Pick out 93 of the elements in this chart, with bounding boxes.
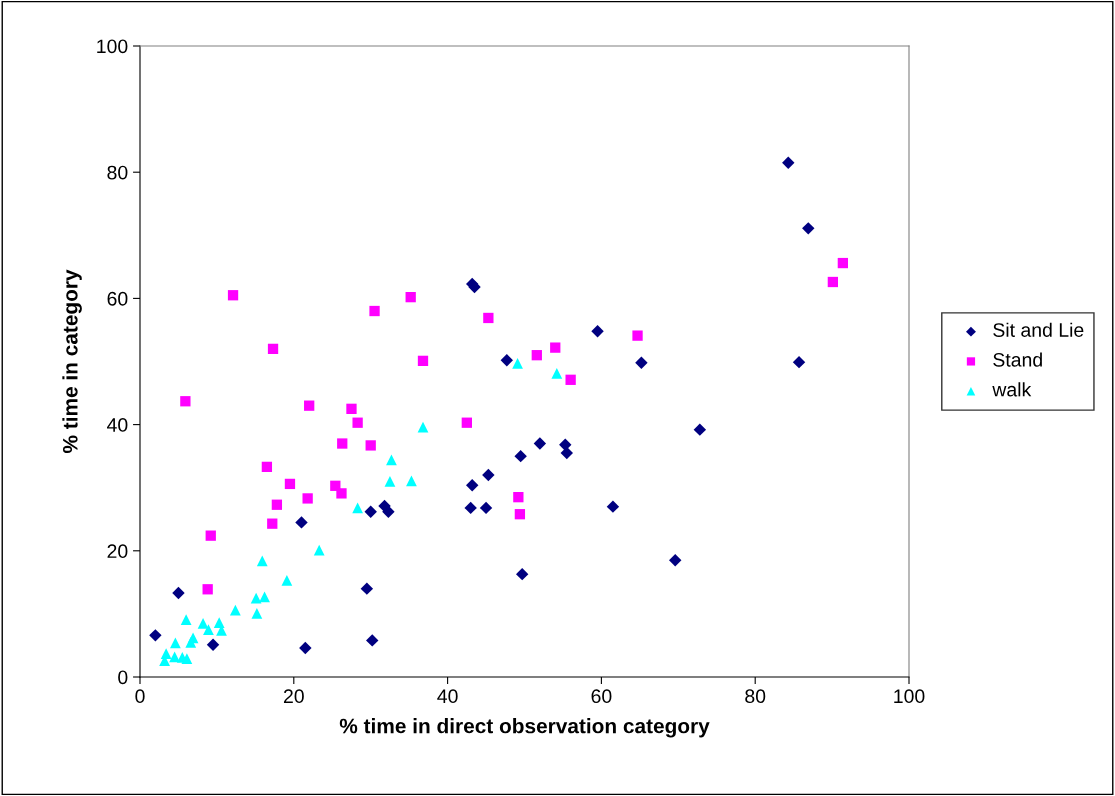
point — [261, 461, 273, 473]
x-tick-label: 0 — [135, 689, 145, 704]
x-axis-title: % time in direct observation category — [339, 718, 710, 738]
point — [304, 400, 315, 411]
point — [366, 634, 379, 647]
point — [169, 651, 180, 663]
point — [464, 501, 477, 515]
point — [256, 555, 268, 567]
point — [302, 493, 313, 504]
x-tick-label: 80 — [745, 689, 766, 704]
point — [313, 544, 325, 556]
point — [267, 343, 279, 355]
point — [531, 350, 542, 361]
y-tick-label: 60 — [107, 291, 128, 306]
point — [482, 468, 495, 482]
point — [551, 368, 563, 379]
point — [202, 584, 213, 595]
x-tick-label: 40 — [437, 689, 458, 704]
point — [227, 290, 239, 301]
point — [160, 648, 172, 660]
point — [259, 591, 270, 603]
point — [205, 530, 216, 541]
point — [405, 291, 416, 303]
point — [369, 305, 380, 317]
point — [284, 478, 296, 490]
point — [172, 586, 185, 600]
point — [550, 342, 561, 353]
y-tick-label: 20 — [107, 544, 128, 559]
point — [479, 501, 493, 515]
legend-label: Sit and Lie — [993, 322, 1084, 337]
point — [149, 629, 162, 642]
point — [693, 423, 707, 436]
point — [360, 582, 374, 595]
point — [635, 356, 648, 369]
point — [281, 575, 293, 586]
x-tick-label: 20 — [283, 689, 304, 704]
point — [386, 454, 397, 466]
point — [792, 355, 806, 369]
point — [591, 325, 604, 338]
point — [365, 440, 376, 451]
point — [352, 417, 363, 428]
point — [417, 355, 429, 367]
point — [384, 476, 396, 487]
point — [514, 449, 527, 463]
point — [187, 632, 199, 644]
point — [533, 437, 547, 450]
point — [512, 358, 523, 369]
point — [336, 488, 347, 499]
point — [513, 492, 524, 503]
point — [229, 604, 241, 616]
point — [515, 567, 529, 581]
legend-label: Stand — [993, 352, 1042, 367]
point — [251, 607, 263, 619]
point — [203, 624, 214, 636]
point — [267, 518, 278, 529]
point — [837, 257, 849, 269]
legend-label: walk — [992, 382, 1032, 397]
x-tick-label: 100 — [894, 689, 925, 704]
point — [295, 516, 308, 529]
point — [271, 499, 283, 510]
y-tick-label: 40 — [107, 418, 128, 432]
point — [181, 653, 193, 665]
point — [500, 354, 514, 367]
point — [337, 438, 348, 449]
point — [299, 641, 312, 655]
point — [483, 312, 494, 324]
point — [250, 592, 262, 604]
point — [514, 509, 526, 520]
point — [417, 421, 429, 433]
y-axis-title: % time in category — [62, 269, 82, 454]
point — [346, 403, 357, 414]
point — [669, 554, 682, 567]
point — [802, 222, 815, 235]
point — [565, 374, 576, 385]
point — [406, 475, 417, 487]
point — [827, 276, 839, 288]
point — [632, 330, 643, 341]
y-tick-label: 80 — [107, 165, 128, 180]
point — [461, 417, 472, 428]
point — [206, 638, 220, 652]
y-tick-label: 0 — [118, 670, 128, 685]
point — [180, 396, 191, 407]
point — [606, 500, 620, 513]
point — [169, 637, 181, 649]
point — [180, 614, 192, 625]
point — [197, 617, 209, 629]
point — [352, 502, 364, 514]
point — [560, 446, 574, 460]
point — [364, 505, 377, 518]
y-tick-label: 100 — [97, 39, 128, 54]
point — [782, 156, 795, 169]
point — [466, 478, 479, 492]
x-tick-label: 60 — [591, 689, 612, 704]
